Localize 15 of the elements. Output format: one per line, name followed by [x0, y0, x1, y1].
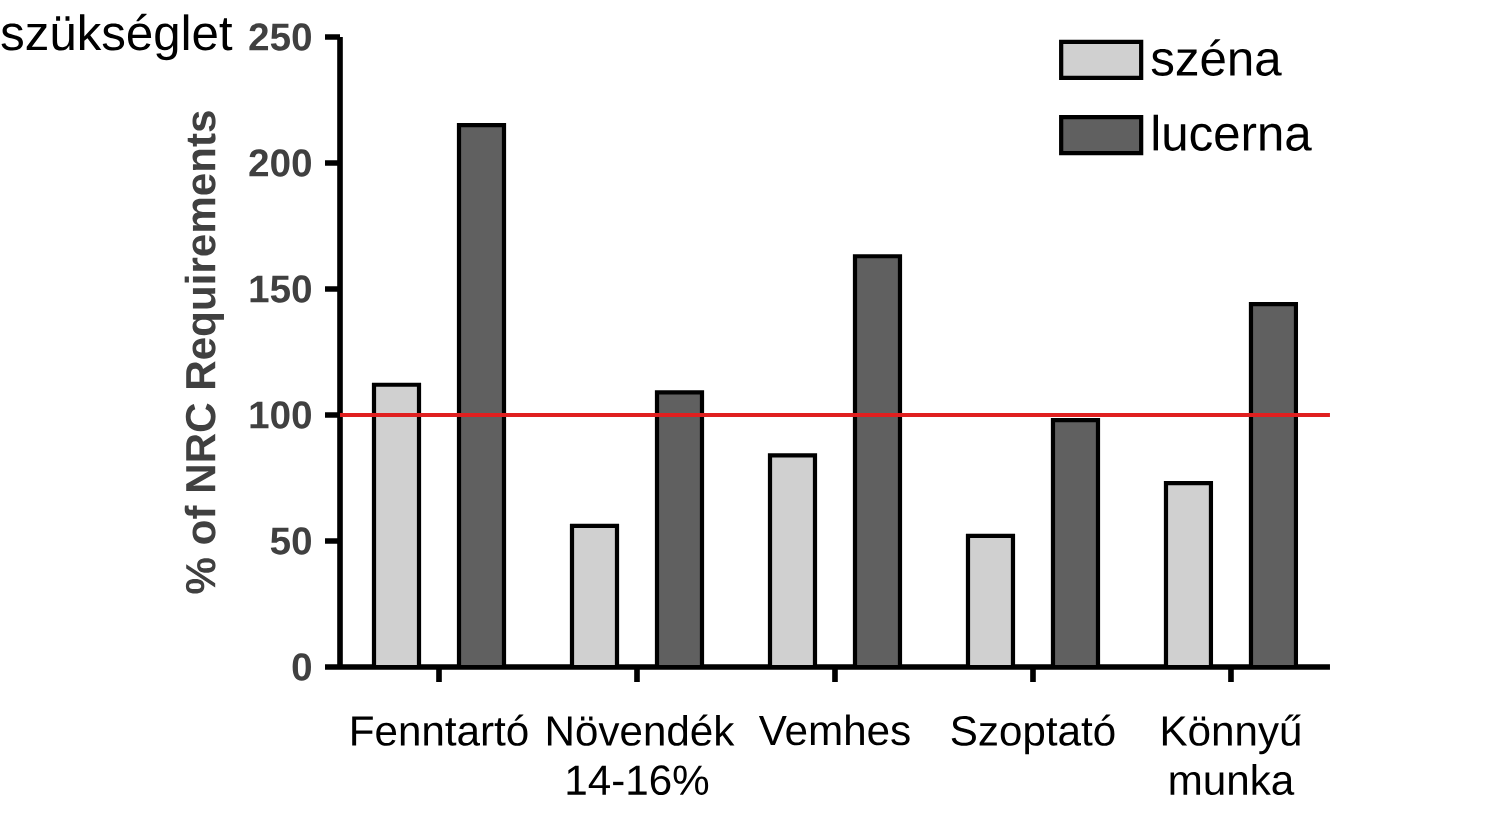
y-tick-label: 150	[250, 275, 311, 303]
x-tick-label: Könnyű munka	[1162, 714, 1301, 796]
x-tick-label: Növendék 14-16%	[547, 714, 735, 796]
y-tick-label: 100	[250, 401, 311, 429]
x-tick-label: Szoptató	[951, 714, 1115, 755]
x-tick-label: Fenntartó	[352, 714, 528, 746]
y-tick-label: 250	[249, 23, 311, 51]
legend-label: lucerna	[1153, 114, 1312, 151]
y-tick-label: 200	[249, 149, 311, 177]
y-tick-label: 0	[292, 653, 311, 681]
legend-label: széna	[1151, 39, 1282, 76]
text: szükséglet	[1, 13, 233, 61]
y-tick-label: 50	[270, 527, 311, 555]
y-axis-title: % of NRC Requirements	[184, 111, 224, 594]
x-tick-label: Vemhes	[758, 714, 910, 746]
